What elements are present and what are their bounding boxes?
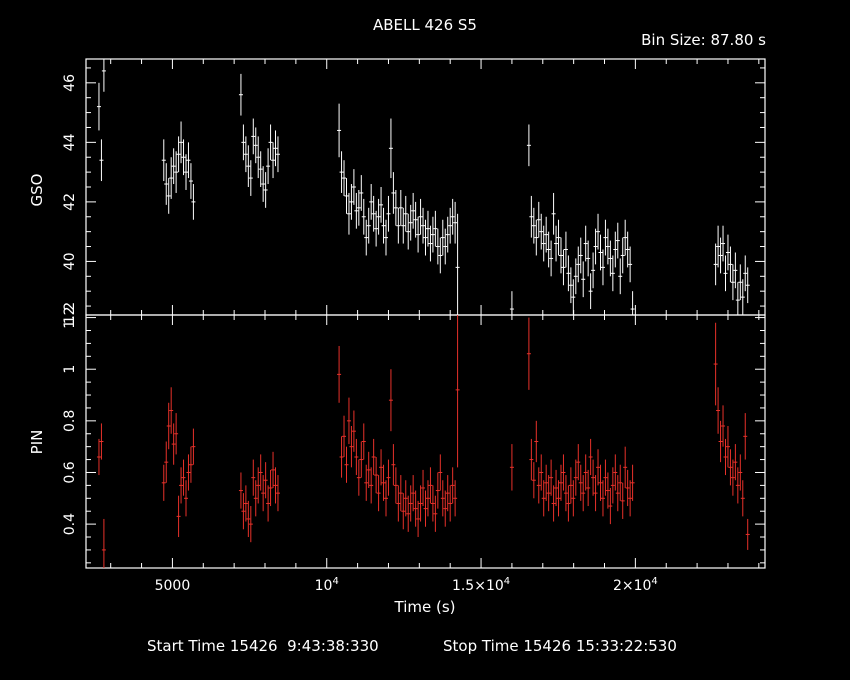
axis-ticks bbox=[86, 59, 765, 568]
x-tick-label: 2×104 bbox=[613, 576, 658, 594]
y-tick-label: 40 bbox=[62, 253, 78, 271]
gso-series bbox=[96, 59, 750, 315]
y-tick-label: 0.4 bbox=[62, 513, 78, 535]
pin-series bbox=[96, 315, 750, 568]
y-tick-label: 1.2 bbox=[62, 302, 78, 324]
y-tick-label: 1.2 bbox=[62, 306, 78, 328]
y-tick-label: 46 bbox=[62, 74, 78, 92]
y-tick-label: 0.6 bbox=[62, 461, 78, 483]
y-tick-label: 1 bbox=[62, 365, 78, 374]
x-axis-label: Time (s) bbox=[394, 598, 456, 616]
x-tick-label: 5000 bbox=[155, 578, 191, 594]
bin-size-label: Bin Size: 87.80 s bbox=[641, 31, 766, 49]
y-tick-label: 0.8 bbox=[62, 410, 78, 432]
pin-axis-label: PIN bbox=[28, 430, 46, 455]
gso-axis-label: GSO bbox=[28, 174, 46, 207]
panel-frame bbox=[85, 314, 766, 569]
chart-title: ABELL 426 S5 bbox=[373, 16, 477, 34]
start-time-label: Start Time 15426 9:43:38:330 bbox=[147, 637, 379, 655]
y-tick-label: 42 bbox=[62, 193, 78, 211]
y-tick-label: 44 bbox=[62, 133, 78, 151]
x-tick-label: 1.5×104 bbox=[452, 576, 510, 594]
stop-time-label: Stop Time 15426 15:33:22:530 bbox=[443, 637, 677, 655]
